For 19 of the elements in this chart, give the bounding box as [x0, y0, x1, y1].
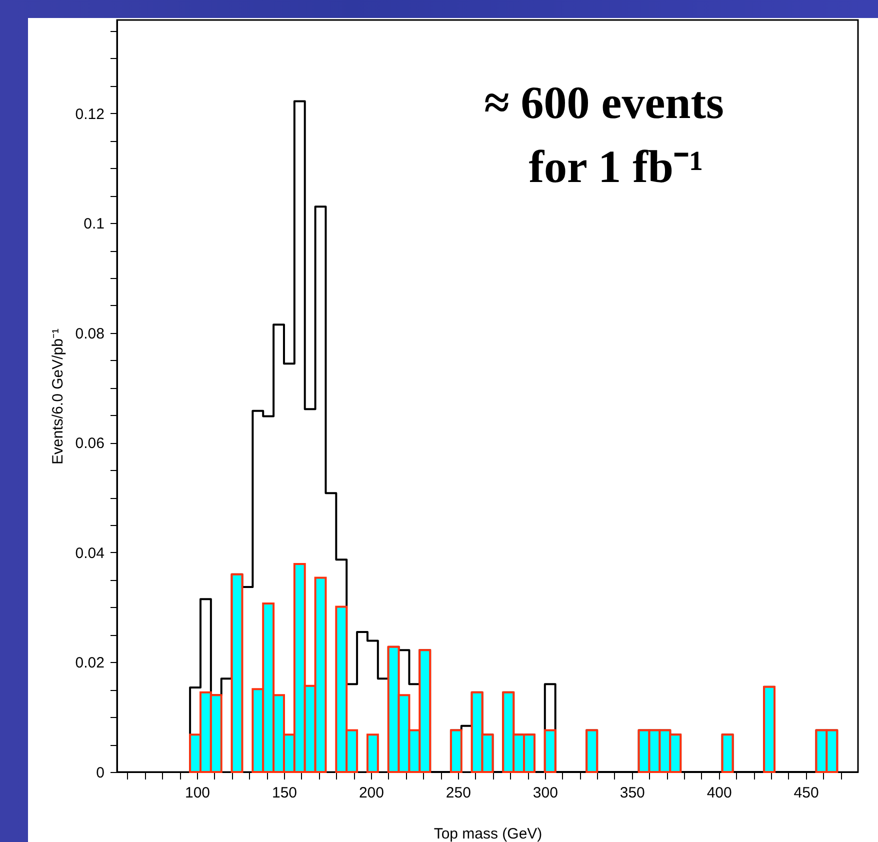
y-tick-label: 0: [96, 764, 104, 782]
x-tick-label: 150: [272, 784, 297, 802]
x-tick-label: 200: [358, 784, 384, 802]
y-axis-title: Events/6.0 GeV/pb⁻¹: [49, 328, 66, 464]
x-axis-title: Top mass (GeV): [434, 826, 542, 842]
y-tick-label: 0.02: [75, 654, 104, 672]
y-tick-label: 0.04: [75, 544, 104, 562]
y-tick-label: 0.08: [75, 325, 104, 342]
x-tick-label: 300: [532, 784, 558, 802]
y-tick-label: 0.06: [75, 435, 104, 452]
x-tick-label: 400: [706, 784, 732, 802]
x-tick-label: 350: [620, 784, 645, 802]
annotation: for 1 fb⁻¹: [528, 141, 704, 192]
x-tick-label: 100: [185, 784, 210, 802]
x-tick-label: 450: [794, 784, 819, 802]
annotation: ≈ 600 events: [484, 77, 724, 128]
y-tick-label: 0.1: [84, 216, 104, 233]
y-tick-label: 0.12: [75, 106, 104, 123]
x-tick-label: 250: [446, 784, 471, 802]
